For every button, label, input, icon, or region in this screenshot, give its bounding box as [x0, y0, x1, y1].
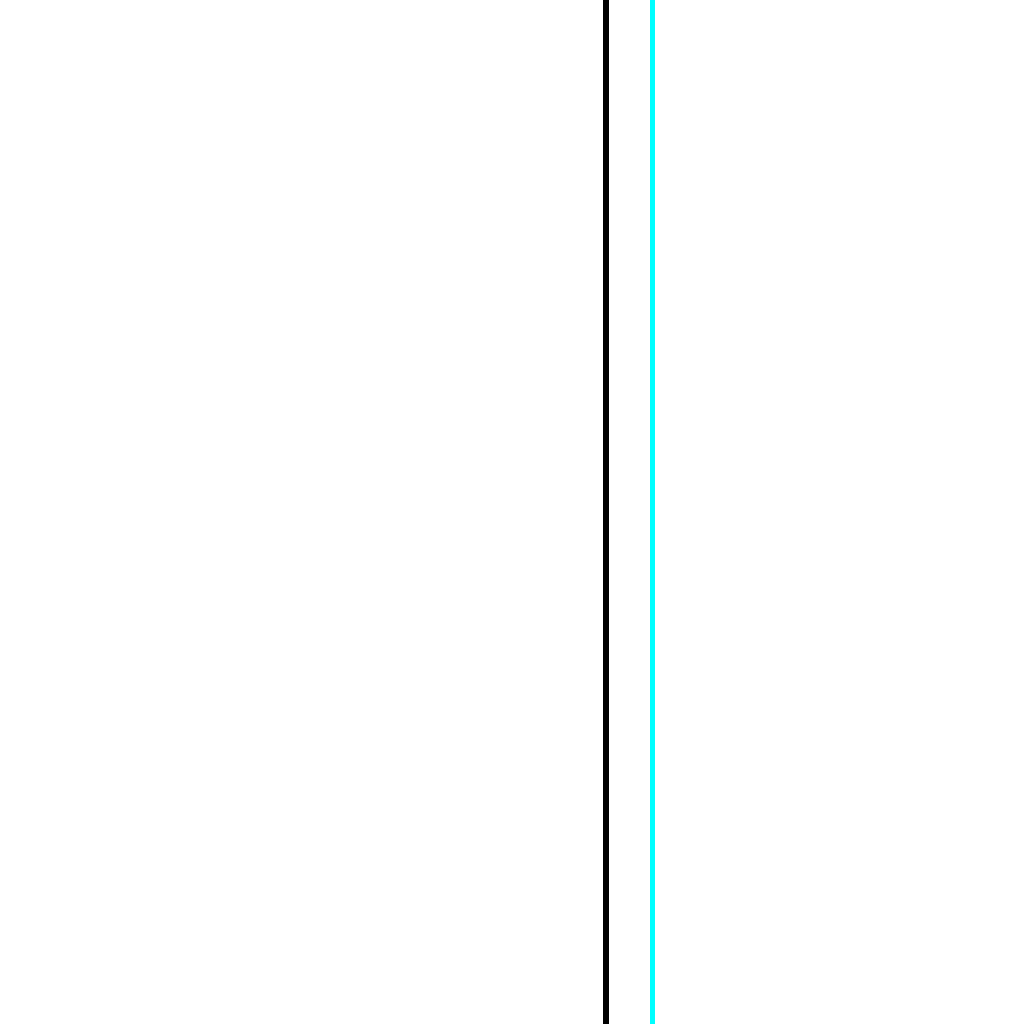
cyan-vertical-line	[650, 0, 655, 1024]
black-vertical-line	[603, 0, 609, 1024]
